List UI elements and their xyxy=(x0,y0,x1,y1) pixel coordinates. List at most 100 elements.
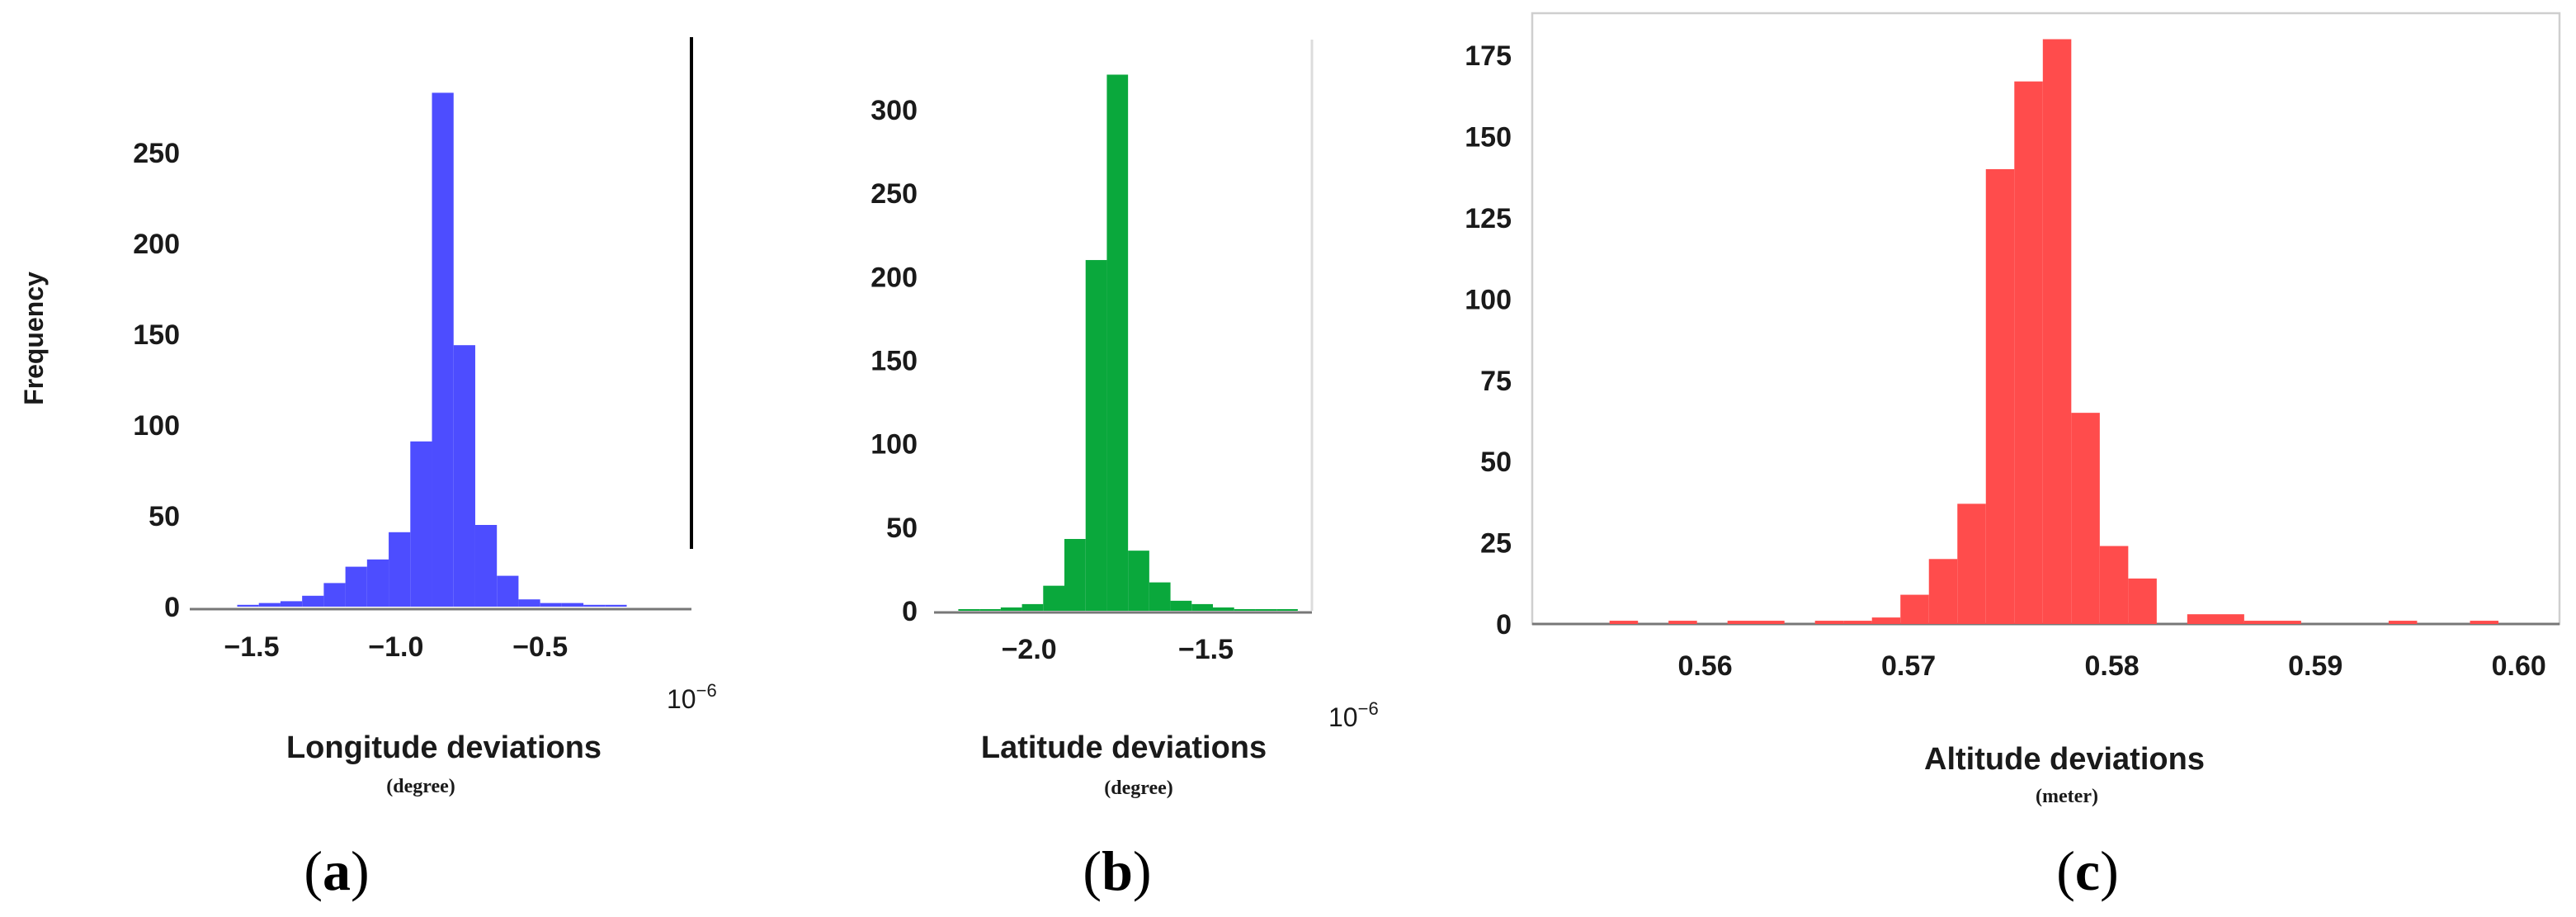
longitude-x-ticks: −1.5 −1.0 −0.5 xyxy=(224,631,568,663)
longitude-bar xyxy=(323,583,346,607)
longitude-bar xyxy=(497,575,519,607)
panel-label-b: (b) xyxy=(1083,839,1151,902)
latitude-bar xyxy=(1276,608,1298,611)
altitude-bar xyxy=(1985,168,2015,625)
latitude-y-tick-label: 100 xyxy=(870,429,918,461)
longitude-bar xyxy=(540,603,562,607)
altitude-y-tick-label: 25 xyxy=(1480,528,1512,560)
latitude-bar xyxy=(979,608,1001,611)
altitude-bar xyxy=(1668,621,1697,624)
altitude-y-tick-label: 150 xyxy=(1465,122,1512,154)
latitude-bar xyxy=(1213,607,1234,611)
altitude-y-tick-label: 100 xyxy=(1465,284,1512,315)
latitude-y-tick-label: 200 xyxy=(870,262,918,293)
latitude-histogram-panel: 0 50 100 150 200 250 300 −2.0 −1.5 10−6 Latitud… xyxy=(870,40,1379,902)
panel-label-c: (c) xyxy=(2056,839,2119,902)
altitude-bar xyxy=(1843,621,1872,624)
longitude-bar xyxy=(605,604,627,607)
altitude-bar xyxy=(2187,614,2244,624)
latitude-bar xyxy=(1043,585,1064,611)
latitude-scale-factor: 10−6 xyxy=(1328,698,1379,732)
latitude-bars xyxy=(958,74,1298,611)
altitude-x-axis-label: Altitude deviations xyxy=(1924,742,2205,777)
altitude-bar xyxy=(2099,546,2129,624)
longitude-bar xyxy=(410,441,432,607)
longitude-y-ticks: 0 50 100 150 200 250 xyxy=(133,138,180,623)
latitude-y-tick-label: 0 xyxy=(902,596,918,627)
altitude-bar xyxy=(1871,617,1901,624)
longitude-bar xyxy=(366,559,389,607)
longitude-bar xyxy=(518,599,540,607)
altitude-y-tick-label: 125 xyxy=(1465,203,1512,234)
longitude-x-tick-label: −1.0 xyxy=(368,631,423,663)
altitude-y-tick-label: 0 xyxy=(1496,609,1512,640)
longitude-bar xyxy=(237,604,259,607)
altitude-y-tick-label: 75 xyxy=(1480,366,1512,397)
longitude-y-tick-label: 100 xyxy=(133,410,180,442)
longitude-scale-factor: 10−6 xyxy=(667,680,717,714)
altitude-bar xyxy=(1727,621,1785,624)
longitude-bar xyxy=(432,92,454,607)
latitude-bar xyxy=(1000,607,1022,611)
longitude-x-axis-label: Longitude deviations xyxy=(286,730,602,765)
longitude-histogram-panel: 0 50 100 150 200 250 −1.5 −1.0 −0.5 10−6 Longit… xyxy=(133,37,717,902)
latitude-bar xyxy=(1234,608,1256,611)
latitude-bar xyxy=(1149,582,1171,611)
longitude-unit-label: (degree) xyxy=(386,776,455,797)
latitude-bar xyxy=(1106,74,1129,611)
latitude-unit-label: (degree) xyxy=(1104,778,1173,799)
altitude-x-tick-label: 0.57 xyxy=(1881,650,1936,682)
longitude-bar xyxy=(280,601,303,607)
latitude-bar xyxy=(1064,538,1086,611)
altitude-y-tick-label: 175 xyxy=(1465,40,1512,72)
altitude-x-ticks: 0.56 0.57 0.58 0.59 0.60 xyxy=(1677,650,2545,682)
latitude-y-ticks: 0 50 100 150 200 250 300 xyxy=(870,95,918,627)
latitude-x-tick-label: −2.0 xyxy=(1002,634,1057,665)
longitude-bar xyxy=(345,566,367,607)
altitude-y-ticks: 0 25 50 75 100 125 150 175 xyxy=(1465,40,1512,640)
latitude-bar xyxy=(958,608,980,611)
longitude-x-tick-label: −1.5 xyxy=(224,631,279,663)
altitude-x-tick-label: 0.58 xyxy=(2085,650,2140,682)
longitude-x-tick-label: −0.5 xyxy=(512,631,568,663)
altitude-y-tick-label: 50 xyxy=(1480,447,1512,478)
longitude-bars xyxy=(237,92,627,607)
latitude-x-tick-label: −1.5 xyxy=(1178,634,1234,665)
longitude-y-tick-label: 0 xyxy=(164,592,180,623)
altitude-bar xyxy=(2042,39,2072,624)
latitude-bar xyxy=(1255,608,1277,611)
latitude-bar xyxy=(1085,260,1107,611)
altitude-unit-label: (meter) xyxy=(2036,786,2098,807)
longitude-bar xyxy=(453,345,475,607)
altitude-bar xyxy=(2071,413,2100,624)
latitude-x-ticks: −2.0 −1.5 xyxy=(1002,634,1234,665)
longitude-bar xyxy=(389,532,411,607)
longitude-y-tick-label: 50 xyxy=(149,501,180,532)
altitude-histogram-panel: 0 25 50 75 100 125 150 175 0.56 0.57 0.58 0.59 0.60… xyxy=(1465,12,2561,902)
latitude-bar xyxy=(1191,603,1213,611)
latitude-bar xyxy=(1021,603,1044,611)
altitude-x-tick-label: 0.56 xyxy=(1677,650,1732,682)
altitude-bar xyxy=(1814,621,1844,624)
longitude-y-tick-label: 200 xyxy=(133,229,180,260)
altitude-bar xyxy=(1900,594,1929,624)
altitude-bar xyxy=(1928,559,1958,624)
altitude-bar xyxy=(1957,503,1986,624)
altitude-x-tick-label: 0.60 xyxy=(2492,650,2546,682)
altitude-bar xyxy=(2470,621,2499,624)
panel-label-a: (a) xyxy=(304,839,369,902)
altitude-bar xyxy=(2014,81,2043,625)
latitude-y-tick-label: 250 xyxy=(870,178,918,210)
altitude-bars xyxy=(1609,39,2499,625)
longitude-bar xyxy=(474,525,498,607)
altitude-bar xyxy=(2243,621,2301,624)
longitude-bar xyxy=(583,604,606,607)
longitude-bar xyxy=(302,595,324,607)
latitude-bar xyxy=(1170,600,1192,611)
latitude-x-axis-label: Latitude deviations xyxy=(981,730,1267,765)
altitude-bar xyxy=(2128,578,2157,624)
longitude-y-tick-label: 150 xyxy=(133,319,180,351)
frequency-axis-label: Frequency xyxy=(19,272,49,405)
latitude-y-tick-label: 50 xyxy=(886,513,918,544)
